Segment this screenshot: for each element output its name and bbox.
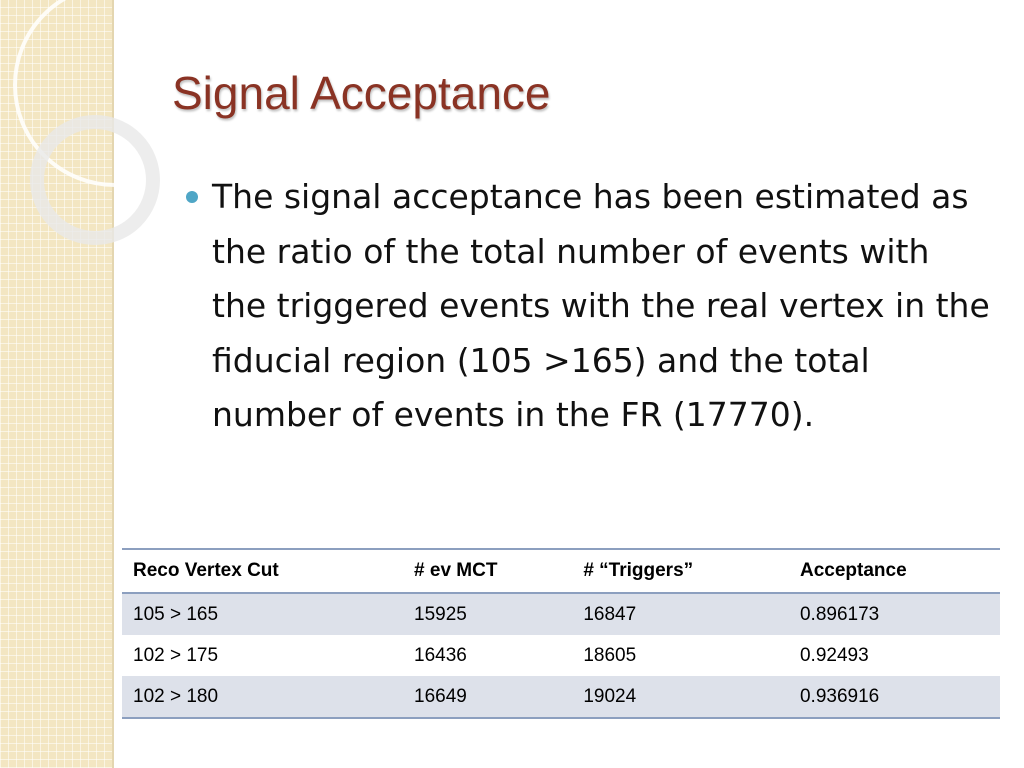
table-row: 102 > 180 16649 19024 0.936916	[122, 676, 1000, 718]
table-cell: 105 > 165	[133, 603, 219, 625]
header-cell: Reco Vertex Cut	[122, 548, 404, 594]
table-cell: 0.92493	[799, 644, 869, 666]
table-cell: 16649	[414, 685, 467, 707]
table-cell: 16847	[583, 603, 637, 625]
acceptance-table: Reco Vertex Cut # ev MCT # “Triggers” Accep…	[122, 548, 1000, 719]
header-cell: # “Triggers”	[572, 548, 789, 594]
table-cell: 0.896173	[799, 603, 880, 625]
table-cell: 102 > 180	[133, 685, 219, 707]
decoration	[13, 0, 180, 245]
bullet-text: The signal acceptance has been estimated…	[212, 177, 990, 434]
ring	[13, 0, 180, 187]
table-cell: 19024	[583, 685, 637, 707]
slide-title: Signal Acceptance	[172, 67, 551, 119]
bullet-item: The signal acceptance has been estimated…	[180, 170, 990, 443]
bullet-dot	[186, 191, 198, 203]
table-cell: 0.936916	[799, 685, 880, 707]
side-edge	[112, 0, 114, 768]
table-cell: 15925	[414, 603, 467, 625]
bullet-list: The signal acceptance has been estimated…	[180, 170, 990, 443]
table-cell: 16436	[414, 644, 467, 666]
table-row: 105 > 165 15925 16847 0.896173	[122, 593, 1000, 635]
table-cell: 102 > 175	[133, 644, 219, 666]
header-cell: # ev MCT	[403, 548, 573, 594]
table-row: 102 > 175 16436 18605 0.92493	[122, 635, 1000, 676]
table-body: 105 > 165 15925 16847 0.896173 102 > 175 1643…	[122, 593, 1000, 718]
header-cell: Acceptance	[788, 548, 1000, 594]
table-cell: 18605	[583, 644, 637, 666]
ring	[30, 115, 160, 245]
header-row: Reco Vertex Cut # ev MCT # “Triggers” Accep…	[122, 548, 1000, 594]
